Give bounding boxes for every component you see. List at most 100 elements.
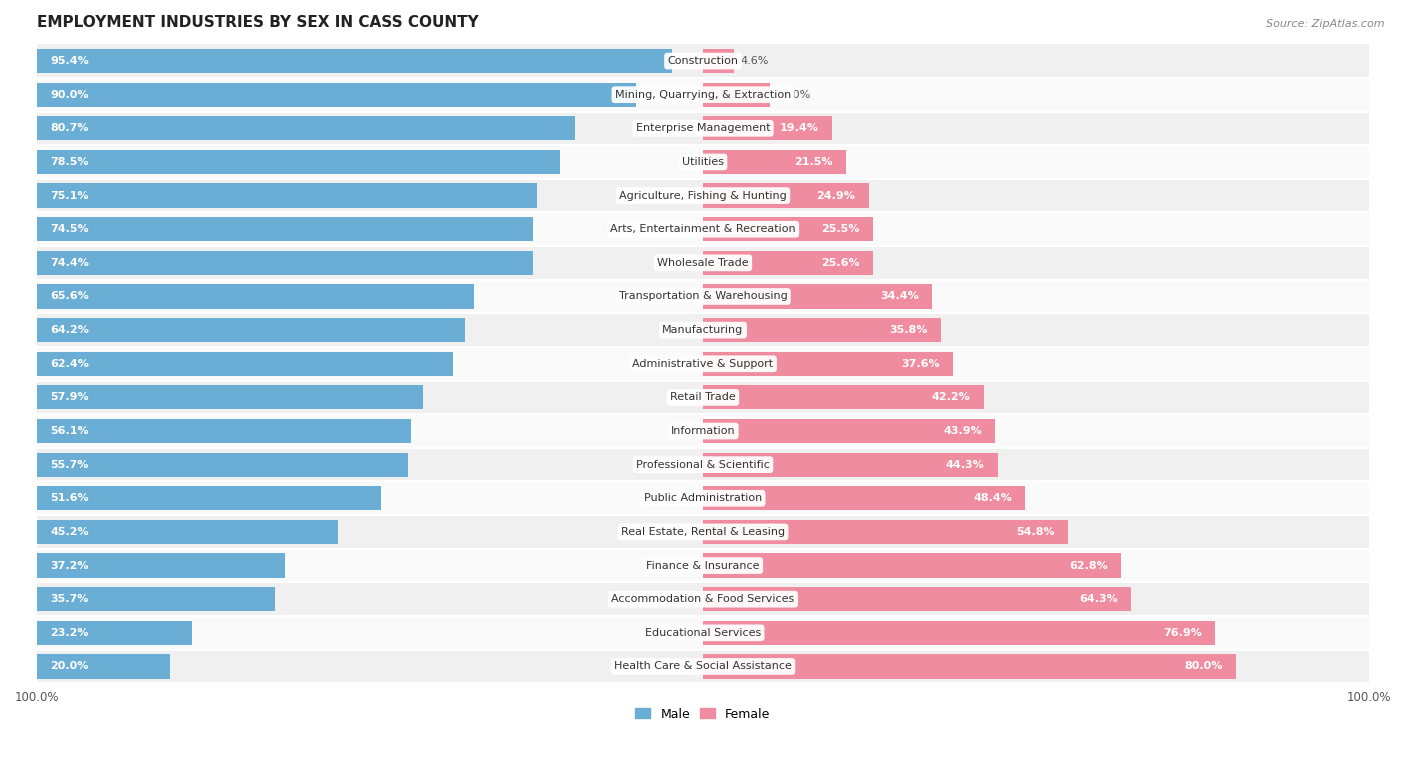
Text: Educational Services: Educational Services xyxy=(645,628,761,638)
Bar xyxy=(37,650,1369,683)
Text: 80.7%: 80.7% xyxy=(51,123,89,133)
Text: Manufacturing: Manufacturing xyxy=(662,325,744,335)
Text: 19.4%: 19.4% xyxy=(780,123,818,133)
Bar xyxy=(37,414,1369,448)
Bar xyxy=(37,582,1369,616)
Bar xyxy=(37,82,637,107)
Text: 37.2%: 37.2% xyxy=(51,560,89,570)
Text: Arts, Entertainment & Recreation: Arts, Entertainment & Recreation xyxy=(610,224,796,234)
Text: 65.6%: 65.6% xyxy=(51,292,90,302)
Text: 10.0%: 10.0% xyxy=(776,90,811,99)
Text: 51.6%: 51.6% xyxy=(51,494,89,504)
Bar xyxy=(37,452,408,476)
Bar xyxy=(37,481,1369,515)
Bar xyxy=(703,553,1121,577)
Bar xyxy=(703,116,832,140)
Bar xyxy=(37,213,1369,246)
Text: Retail Trade: Retail Trade xyxy=(671,393,735,403)
Text: 64.3%: 64.3% xyxy=(1078,594,1118,605)
Text: Agriculture, Fishing & Hunting: Agriculture, Fishing & Hunting xyxy=(619,191,787,201)
Bar xyxy=(37,112,1369,145)
Bar xyxy=(703,150,846,174)
Bar xyxy=(703,587,1130,611)
Bar xyxy=(37,385,423,410)
Legend: Male, Female: Male, Female xyxy=(630,702,776,726)
Bar xyxy=(703,183,869,208)
Text: Mining, Quarrying, & Extraction: Mining, Quarrying, & Extraction xyxy=(614,90,792,99)
Text: Health Care & Social Assistance: Health Care & Social Assistance xyxy=(614,661,792,671)
Bar xyxy=(37,553,285,577)
Bar xyxy=(37,314,1369,347)
Text: 55.7%: 55.7% xyxy=(51,459,89,469)
Bar xyxy=(37,217,533,241)
Text: Wholesale Trade: Wholesale Trade xyxy=(657,258,749,268)
Bar xyxy=(703,318,942,342)
Bar xyxy=(37,520,339,544)
Text: 35.8%: 35.8% xyxy=(890,325,928,335)
Bar xyxy=(37,116,575,140)
Bar xyxy=(37,419,411,443)
Text: 43.9%: 43.9% xyxy=(943,426,981,436)
Bar xyxy=(703,452,998,476)
Bar xyxy=(37,487,381,511)
Bar xyxy=(703,217,873,241)
Text: 62.4%: 62.4% xyxy=(51,359,90,369)
Text: 90.0%: 90.0% xyxy=(51,90,89,99)
Text: 24.9%: 24.9% xyxy=(817,191,855,201)
Bar xyxy=(37,616,1369,650)
Text: 75.1%: 75.1% xyxy=(51,191,89,201)
Bar xyxy=(37,587,276,611)
Bar xyxy=(703,82,769,107)
Bar xyxy=(37,279,1369,314)
Bar xyxy=(37,145,1369,178)
Text: 23.2%: 23.2% xyxy=(51,628,89,638)
Text: 35.7%: 35.7% xyxy=(51,594,89,605)
Text: Transportation & Warehousing: Transportation & Warehousing xyxy=(619,292,787,302)
Bar xyxy=(37,621,191,645)
Bar xyxy=(37,352,453,376)
Bar xyxy=(37,347,1369,380)
Text: 80.0%: 80.0% xyxy=(1184,661,1222,671)
Bar xyxy=(703,49,734,73)
Text: Accommodation & Food Services: Accommodation & Food Services xyxy=(612,594,794,605)
Bar xyxy=(37,78,1369,112)
Bar xyxy=(37,318,464,342)
Bar xyxy=(37,150,560,174)
Text: 74.4%: 74.4% xyxy=(51,258,90,268)
Bar xyxy=(37,380,1369,414)
Bar xyxy=(37,246,1369,279)
Bar xyxy=(703,352,953,376)
Text: 21.5%: 21.5% xyxy=(794,157,832,167)
Text: Professional & Scientific: Professional & Scientific xyxy=(636,459,770,469)
Text: Administrative & Support: Administrative & Support xyxy=(633,359,773,369)
Bar xyxy=(37,49,672,73)
Bar xyxy=(37,654,170,678)
Text: 48.4%: 48.4% xyxy=(973,494,1012,504)
Bar xyxy=(703,251,873,275)
Text: 25.5%: 25.5% xyxy=(821,224,859,234)
Bar xyxy=(37,183,537,208)
Bar xyxy=(37,251,533,275)
Bar xyxy=(703,487,1025,511)
Text: Source: ZipAtlas.com: Source: ZipAtlas.com xyxy=(1267,19,1385,29)
Bar xyxy=(37,515,1369,549)
Text: EMPLOYMENT INDUSTRIES BY SEX IN CASS COUNTY: EMPLOYMENT INDUSTRIES BY SEX IN CASS COU… xyxy=(37,15,479,30)
Bar xyxy=(703,520,1067,544)
Text: 56.1%: 56.1% xyxy=(51,426,89,436)
Bar xyxy=(703,621,1215,645)
Text: Utilities: Utilities xyxy=(682,157,724,167)
Bar xyxy=(37,549,1369,582)
Text: Finance & Insurance: Finance & Insurance xyxy=(647,560,759,570)
Text: Construction: Construction xyxy=(668,56,738,66)
Bar xyxy=(703,385,984,410)
Text: 42.2%: 42.2% xyxy=(932,393,970,403)
Bar xyxy=(37,178,1369,213)
Text: 74.5%: 74.5% xyxy=(51,224,89,234)
Text: 25.6%: 25.6% xyxy=(821,258,860,268)
Text: 62.8%: 62.8% xyxy=(1069,560,1108,570)
Text: 20.0%: 20.0% xyxy=(51,661,89,671)
Text: Enterprise Management: Enterprise Management xyxy=(636,123,770,133)
Text: 45.2%: 45.2% xyxy=(51,527,89,537)
Bar xyxy=(703,284,932,309)
Text: 57.9%: 57.9% xyxy=(51,393,89,403)
